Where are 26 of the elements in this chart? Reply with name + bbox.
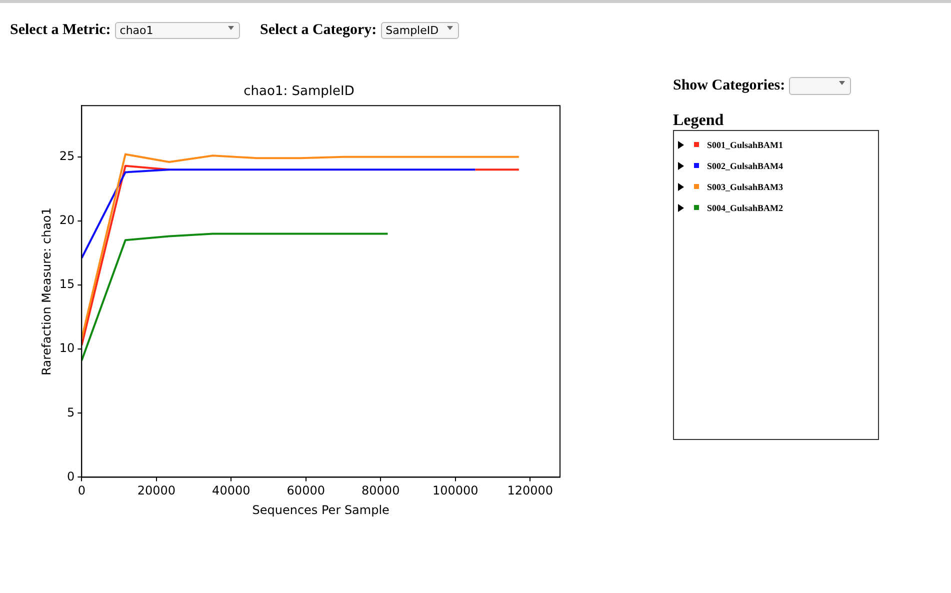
x-tick-label: 20000	[137, 484, 176, 498]
chart-title: chao1: SampleID	[244, 84, 354, 100]
metric-dropdown: chao1	[114, 22, 240, 40]
category-dropdown: SampleID	[380, 22, 459, 40]
text: Show Categories:	[673, 77, 786, 94]
text: Select a Metric:	[10, 22, 111, 38]
y-tick-label: 15	[59, 277, 75, 292]
y-tick-label: 10	[59, 341, 75, 356]
x-tick-label: 60000	[286, 484, 325, 498]
x-tick-label: 0	[78, 484, 86, 498]
text: Select a Category:	[260, 22, 377, 38]
x-axis-title: Sequences Per Sample	[252, 502, 390, 517]
x-tick-label: 120000	[507, 484, 554, 498]
x-tick-label: 80000	[362, 484, 400, 498]
y-tick-label: 20	[59, 213, 75, 228]
y-axis-title: Rarefaction Measure: chao1	[39, 207, 54, 376]
legend-title: Legend	[673, 112, 725, 130]
legend-label: S001_GulsahBAM1	[707, 140, 784, 150]
legend-label: S002_GulsahBAM4	[707, 160, 784, 170]
legend-label: S004_GulsahBAM2	[707, 202, 784, 212]
y-tick-label: 0	[67, 469, 75, 484]
legend-label: S003_GulsahBAM3	[707, 182, 784, 192]
y-tick-label: 5	[67, 405, 75, 420]
x-tick-label: 40000	[212, 484, 250, 498]
y-tick-label: 25	[59, 148, 75, 163]
x-tick-label: 100000	[432, 484, 478, 498]
